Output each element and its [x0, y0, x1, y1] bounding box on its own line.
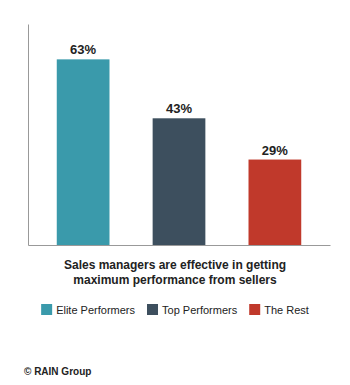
legend-label: Top Performers: [162, 304, 238, 316]
legend-item: Top Performers: [147, 304, 238, 316]
legend-swatch: [249, 304, 260, 315]
bar: [249, 160, 302, 245]
chart: 63% 43% 29% Sales managers are effective in…: [0, 0, 350, 385]
bar: [57, 59, 110, 245]
legend-swatch: [147, 304, 158, 315]
data-label: 63%: [70, 42, 96, 57]
x-axis: [29, 245, 331, 246]
bars: [57, 59, 301, 245]
bar: [153, 118, 206, 245]
data-label: 43%: [166, 101, 192, 116]
data-label: 29%: [262, 143, 288, 158]
y-axis: [28, 25, 29, 246]
y-axis-line: [28, 25, 29, 246]
title: Sales managers are effective in gettingm…: [64, 258, 286, 287]
x-axis-line: [29, 245, 331, 246]
legend-item: Elite Performers: [41, 304, 135, 316]
data-labels: 63% 43% 29%: [70, 42, 288, 157]
plot: 63% 43% 29%: [29, 25, 331, 246]
legend: Elite Performers Top Performers The Rest: [41, 304, 309, 316]
legend-label: Elite Performers: [56, 304, 135, 316]
annotation: © RAIN Group: [24, 366, 91, 377]
legend-swatch: [41, 304, 52, 315]
legend-label: The Rest: [264, 304, 309, 316]
legend-item: The Rest: [249, 304, 309, 316]
